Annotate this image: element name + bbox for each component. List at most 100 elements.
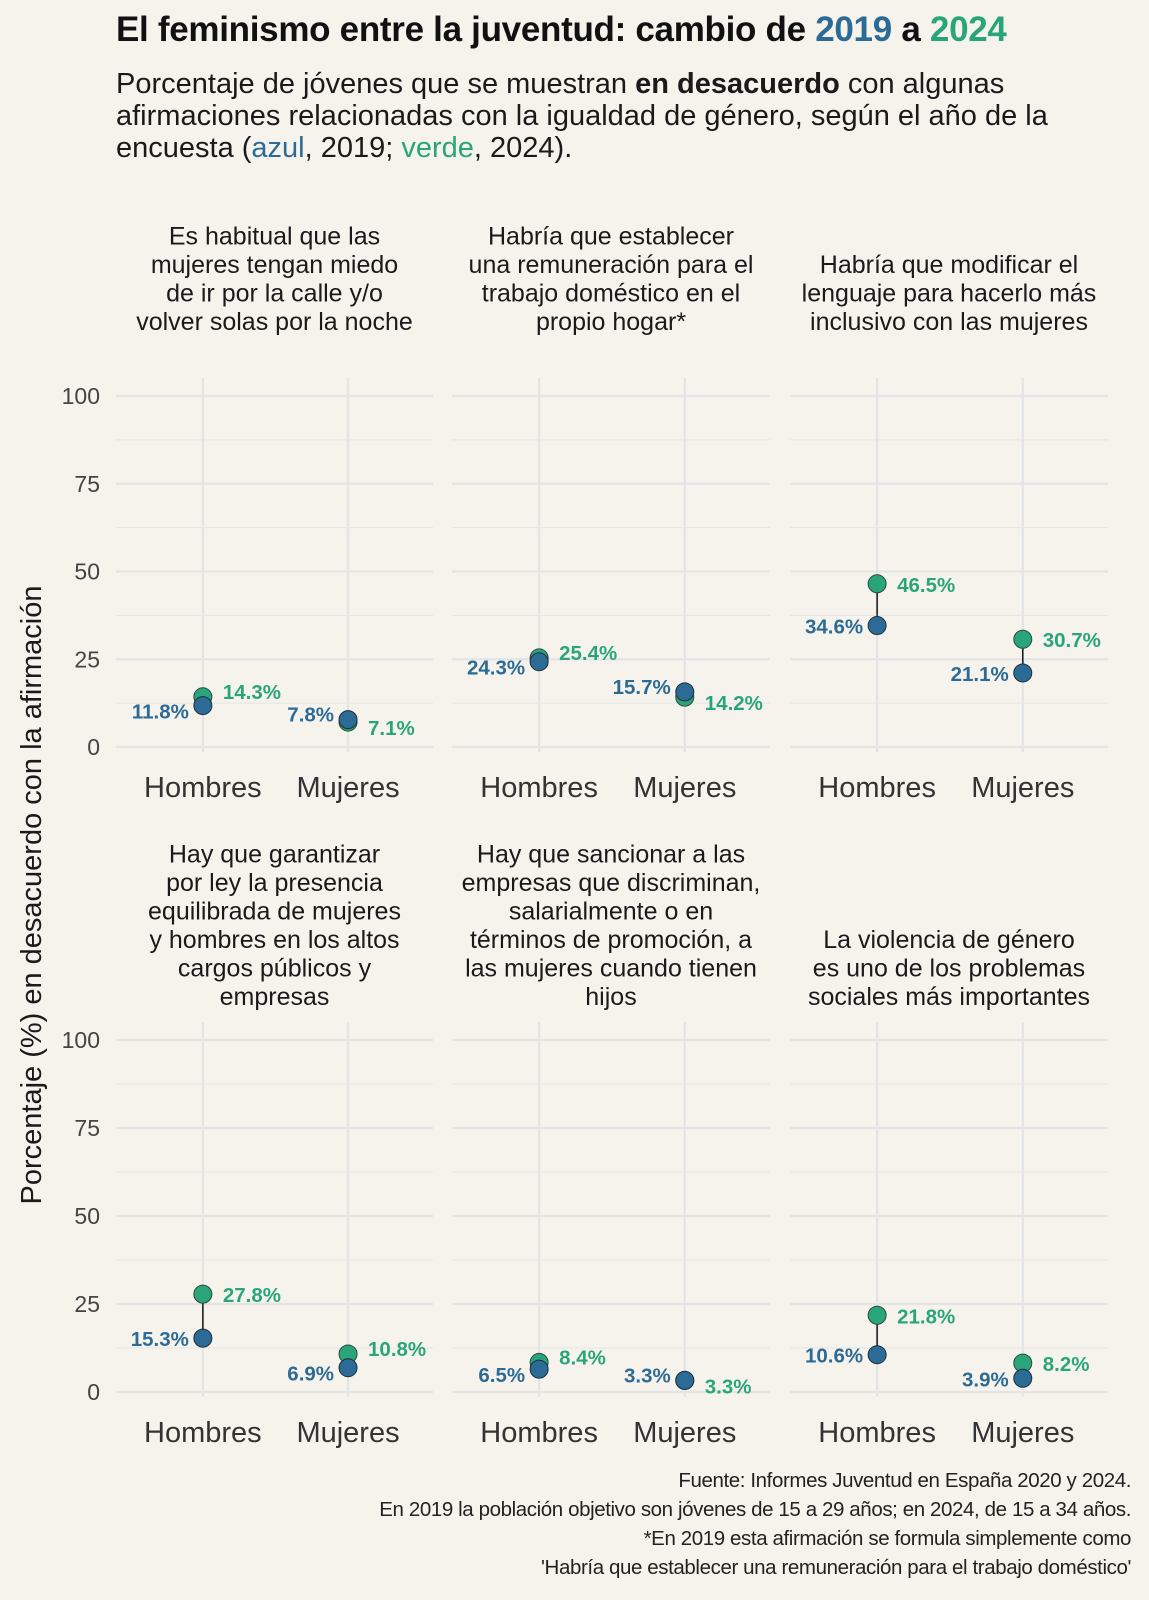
panel-title-line: equilibrada de mujeres — [148, 898, 401, 926]
y-axis-label: Porcentaje (%) en desacuerdo con la afir… — [16, 586, 48, 1205]
y-tick-label: 25 — [74, 646, 100, 672]
panel-title-line: Habría que modificar el — [820, 251, 1078, 279]
y-tick-label: 25 — [74, 1291, 100, 1317]
x-tick-label-mujeres: Mujeres — [296, 772, 399, 804]
data-label-2019: 3.3% — [624, 1364, 671, 1387]
point-2024 — [1013, 629, 1033, 649]
data-label-2024: 8.2% — [1043, 1353, 1090, 1376]
point-2024 — [867, 1305, 887, 1325]
point-2019 — [338, 1358, 358, 1378]
y-tick-label: 100 — [62, 1027, 100, 1053]
panel-title-line: sociales más importantes — [808, 983, 1090, 1011]
x-tick-label-mujeres: Mujeres — [633, 772, 736, 804]
y-tick-label: 50 — [74, 1203, 100, 1229]
point-2019 — [675, 1370, 695, 1390]
data-label-2024: 8.4% — [559, 1346, 606, 1369]
x-tick-label-hombres: Hombres — [480, 1417, 598, 1449]
caption-line-footnote-quote: 'Habría que establecer una remuneración … — [541, 1556, 1131, 1579]
panel-title-line: Hay que sancionar a las — [477, 841, 745, 869]
panel-title-line: La violencia de género — [823, 926, 1075, 954]
caption-line-source: Fuente: Informes Juventud en España 2020… — [678, 1469, 1131, 1492]
point-2019 — [867, 1345, 887, 1365]
y-tick-label: 0 — [87, 734, 100, 760]
panel-title-line: las mujeres cuando tienen — [465, 955, 757, 983]
data-label-2024: 14.3% — [223, 681, 281, 704]
x-tick-label-mujeres: Mujeres — [971, 772, 1074, 804]
data-label-2019: 15.7% — [613, 676, 671, 699]
x-tick-label-hombres: Hombres — [480, 772, 598, 804]
panel-title-line: es uno de los problemas — [813, 955, 1085, 983]
chart-title: El feminismo entre la juventud: cambio d… — [116, 10, 1007, 50]
point-2019 — [529, 1359, 549, 1379]
y-tick-label: 100 — [62, 383, 100, 409]
point-2019 — [1013, 1368, 1033, 1388]
x-tick-label-hombres: Hombres — [144, 1417, 262, 1449]
x-tick-label-hombres: Hombres — [818, 1417, 936, 1449]
subtitle-blue-word: azul — [251, 132, 305, 164]
data-label-2024: 21.8% — [897, 1305, 955, 1328]
panel-title-line: propio hogar* — [536, 308, 686, 336]
data-label-2019: 7.8% — [287, 704, 334, 727]
panel-title-line: por ley la presencia — [166, 869, 383, 897]
subtitle-green-word: verde — [401, 132, 474, 164]
point-2024 — [193, 1284, 213, 1304]
panel-title-line: empresas que discriminan, — [462, 869, 761, 897]
x-tick-label-mujeres: Mujeres — [971, 1417, 1074, 1449]
panel-title-line: volver solas por la noche — [136, 308, 413, 336]
data-label-2019: 15.3% — [131, 1328, 189, 1351]
panel-title-line: empresas — [220, 983, 330, 1011]
point-2019 — [1013, 663, 1033, 683]
point-2019 — [867, 616, 887, 636]
panel-title-line: Habría que establecer — [488, 223, 734, 251]
point-2019 — [193, 696, 213, 716]
title-connector: a — [891, 10, 930, 49]
data-label-2024: 10.8% — [368, 1338, 426, 1361]
data-label-2019: 6.5% — [478, 1364, 525, 1387]
data-label-2019: 11.8% — [132, 701, 189, 724]
y-tick-label: 0 — [87, 1379, 100, 1405]
point-2024 — [867, 574, 887, 594]
point-2019 — [338, 710, 358, 730]
title-prefix: El feminismo entre la juventud: cambio d… — [116, 10, 816, 49]
title-year-2024: 2024 — [929, 10, 1007, 49]
x-tick-label-hombres: Hombres — [818, 772, 936, 804]
point-2019 — [675, 682, 695, 702]
data-label-2019: 6.9% — [287, 1363, 334, 1386]
chart-subtitle: Porcentaje de jóvenes que se muestran en… — [116, 68, 1126, 164]
data-label-2019: 34.6% — [805, 616, 863, 639]
subtitle-part4: , 2024). — [473, 132, 573, 164]
panel-title-line: y hombres en los altos — [149, 926, 399, 954]
title-year-2019: 2019 — [815, 10, 892, 49]
panel-title-line: salarialmente o en — [509, 898, 713, 926]
panel-title-line: Hay que garantizar — [169, 841, 380, 869]
caption-line-population: En 2019 la población objetivo son jóvene… — [379, 1498, 1131, 1521]
point-2019 — [529, 652, 549, 672]
y-tick-label: 75 — [74, 471, 100, 497]
y-tick-label: 50 — [74, 559, 100, 585]
y-tick-label: 75 — [74, 1115, 100, 1141]
panel-title-line: términos de promoción, a — [470, 926, 752, 954]
data-label-2019: 21.1% — [951, 663, 1009, 686]
x-tick-label-hombres: Hombres — [144, 772, 262, 804]
caption-line-footnote: *En 2019 esta afirmación se formula simp… — [643, 1527, 1132, 1550]
panel-title-line: una remuneración para el — [469, 251, 754, 279]
panel-title-line: Es habitual que las — [169, 223, 380, 251]
data-label-2019: 3.9% — [962, 1368, 1009, 1391]
subtitle-emphasis: en desacuerdo — [635, 68, 840, 100]
data-label-2024: 30.7% — [1043, 629, 1101, 652]
subtitle-part3: , 2019; — [304, 132, 402, 164]
data-label-2024: 3.3% — [705, 1375, 752, 1398]
data-label-2024: 27.8% — [223, 1284, 281, 1307]
data-label-2024: 14.2% — [705, 692, 763, 715]
chart-caption: Fuente: Informes Juventud en España 2020… — [379, 1466, 1131, 1582]
subtitle-part1: Porcentaje de jóvenes que se muestran — [116, 68, 636, 100]
data-label-2019: 10.6% — [805, 1345, 863, 1368]
point-2019 — [193, 1328, 213, 1348]
x-tick-label-mujeres: Mujeres — [296, 1417, 399, 1449]
data-label-2024: 25.4% — [559, 642, 617, 665]
panel-title-line: de ir por la calle y/o — [166, 280, 383, 308]
panel-title-line: mujeres tengan miedo — [151, 251, 398, 279]
data-label-2024: 7.1% — [368, 717, 415, 740]
panel-title-line: trabajo doméstico en el — [482, 280, 740, 308]
